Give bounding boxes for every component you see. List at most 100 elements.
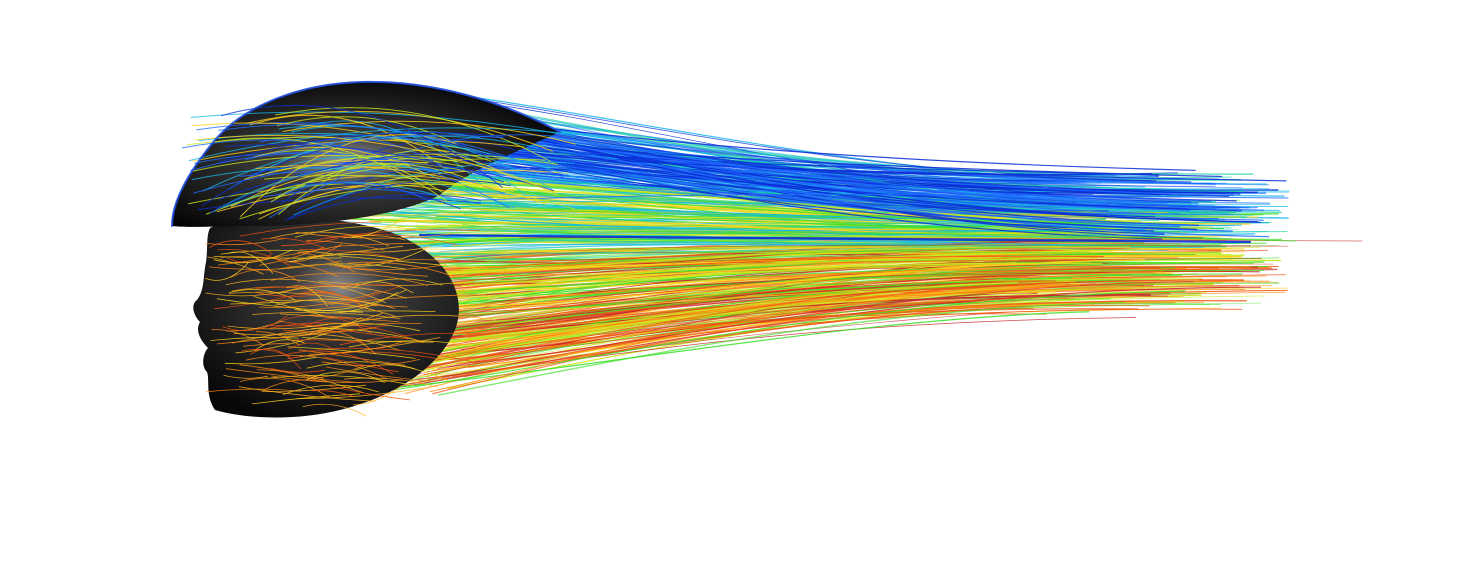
surface-streamline [317, 347, 478, 364]
surface-streamline [261, 237, 324, 248]
wake-streamline [432, 262, 1108, 323]
surface-streamline [243, 342, 290, 347]
surface-streamline [323, 356, 399, 373]
wake-streamline [364, 288, 1132, 368]
helmet-streamline [275, 107, 556, 165]
surface-streamline [283, 317, 362, 337]
surface-streamline [306, 330, 377, 355]
surface-streamline [222, 315, 288, 332]
surface-streamline [293, 339, 366, 344]
surface-streamline [263, 379, 327, 391]
surface-streamline [211, 329, 264, 346]
surface-streamline [348, 261, 457, 278]
surface-streamline [250, 348, 301, 370]
surface-streamline [205, 237, 286, 246]
surface-streamline [259, 290, 381, 308]
surface-streamline [306, 234, 458, 246]
surface-streamline [277, 263, 406, 270]
helmet-streamline [288, 193, 481, 220]
wake-streamline [432, 304, 1150, 395]
surface-streamline [208, 260, 342, 270]
surface-streamline [280, 313, 338, 319]
surface-streamline [270, 231, 389, 246]
surface-streamline [343, 285, 401, 305]
surface-streamline [302, 403, 367, 417]
wake-streamline [418, 233, 1252, 244]
helmet-streamline [245, 134, 504, 161]
surface-streamline [253, 296, 324, 316]
wake-streamline [426, 233, 1010, 243]
surface-streamline [209, 240, 273, 255]
helmet-streamline [284, 179, 512, 221]
helmet-streamline [188, 127, 578, 162]
surface-streamline [339, 332, 482, 346]
surface-streamline [216, 298, 363, 313]
helmet-streamline [217, 132, 505, 163]
surface-streamline [220, 249, 334, 255]
helmet-streamline [283, 182, 461, 210]
wake-streamline [519, 231, 1297, 242]
helmet-streamline [205, 158, 546, 215]
helmet-streamline [291, 120, 486, 189]
surface-streamline [255, 284, 397, 289]
wake-streamline [435, 270, 1261, 331]
helmet-streamline [254, 146, 424, 174]
surface-streamline [321, 359, 421, 366]
helmet-streamline [239, 183, 559, 220]
helmet-streamline [190, 111, 576, 137]
surface-streamline [342, 259, 457, 269]
wake-streamline [409, 261, 1265, 295]
helmet-streamline [244, 160, 428, 180]
wake-streamline [428, 261, 1074, 319]
helmet-streamline [230, 166, 421, 207]
surface-streamline [220, 256, 339, 277]
surface-streamline [217, 245, 341, 266]
helmet-streamline [295, 155, 535, 184]
wake-streamline [463, 282, 1150, 354]
surface-streamline [280, 285, 407, 299]
wake-streamline [422, 280, 1057, 370]
surface-streamline [229, 289, 296, 301]
surface-streamline [351, 218, 404, 238]
helmet-streamline [258, 184, 460, 220]
surface-streamline [255, 331, 301, 346]
wake-streamline [358, 207, 1147, 232]
helmet-streamline [264, 174, 575, 210]
surface-streamline [294, 289, 407, 312]
helmet-streamline [195, 134, 556, 194]
wake-streamline [349, 297, 1015, 392]
helmet-streamline [191, 167, 515, 209]
helmet-streamline [171, 80, 561, 227]
surface-streamline [217, 327, 377, 345]
wake-streamline [342, 244, 1024, 250]
surface-streamline [213, 249, 293, 264]
surface-streamline [328, 385, 411, 401]
wake-streamline [361, 308, 1139, 384]
wake-streamline [459, 286, 1175, 341]
surface-streamline [311, 327, 425, 343]
helmet-streamline [276, 181, 427, 200]
surface-streamline [265, 325, 321, 327]
helmet-streamlines [171, 80, 580, 227]
helmet-streamline [250, 161, 555, 191]
helmet-streamline [250, 114, 448, 171]
wake-streamline [358, 251, 1195, 277]
wake-streamline [423, 308, 1243, 375]
surface-streamline [285, 350, 394, 375]
surface-streamline [226, 368, 362, 383]
surface-streamline [256, 369, 324, 379]
surface-streamline [353, 385, 403, 406]
wake-streamline [398, 233, 1246, 247]
surface-streamline [338, 310, 436, 312]
surface-streamline [308, 341, 404, 355]
surface-streamline [353, 246, 431, 253]
wake-streamline [463, 244, 1170, 252]
surface-streamline [213, 256, 342, 259]
surface-streamlines [205, 218, 496, 417]
helmet-streamline [282, 120, 576, 145]
surface-streamline [256, 291, 335, 297]
surface-streamline [306, 322, 421, 332]
surface-streamline [270, 272, 429, 286]
surface-streamline [259, 246, 325, 266]
surface-streamline [287, 346, 416, 359]
